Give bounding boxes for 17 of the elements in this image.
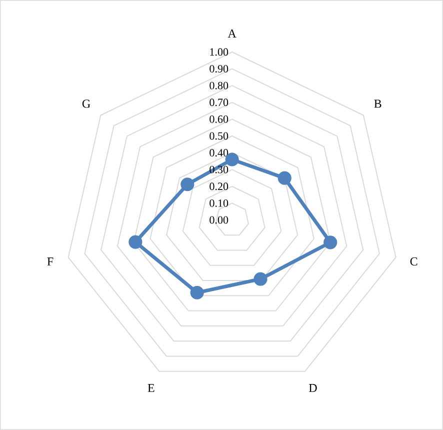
y-tick-label: 0.00: [210, 216, 228, 224]
y-tick-label: 0.10: [210, 199, 228, 207]
spoke-label: E: [148, 384, 154, 392]
spoke-label: B: [374, 100, 382, 108]
y-tick-label: 1.00: [210, 48, 228, 56]
spoke-label: D: [308, 384, 317, 392]
y-tick-label: 0.90: [210, 65, 228, 73]
spoke-label: C: [410, 257, 418, 266]
y-tick-label: 0.70: [210, 98, 228, 106]
spoke-label: G: [82, 100, 90, 108]
spoke-label: F: [47, 258, 54, 266]
y-tick-label: 0.80: [210, 82, 228, 90]
y-tick-label: 0.60: [210, 115, 228, 123]
y-tick-label: 0.50: [210, 132, 228, 140]
y-tick-label: 0.20: [210, 182, 228, 190]
spoke-label: A: [228, 30, 236, 38]
y-tick-label: 0.40: [210, 149, 228, 157]
